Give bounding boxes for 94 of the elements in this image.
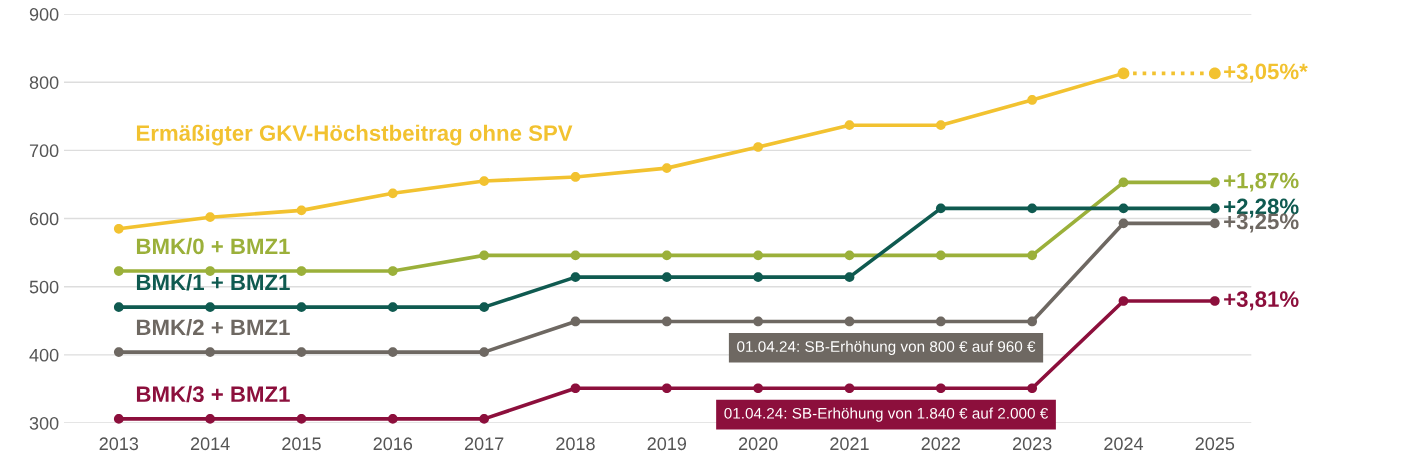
point xyxy=(205,302,215,313)
point xyxy=(205,414,215,424)
y-tick-label: 900 xyxy=(29,8,59,21)
point xyxy=(1209,203,1220,214)
point xyxy=(296,302,307,313)
point xyxy=(1208,67,1221,80)
point xyxy=(387,188,398,199)
point xyxy=(661,250,672,261)
y-tick-label: 500 xyxy=(29,280,59,294)
x-tick-label: 2013 xyxy=(99,437,139,451)
series-label: BMK/1 + BMZ1 xyxy=(136,273,290,291)
point xyxy=(935,120,946,131)
point xyxy=(570,316,581,327)
point xyxy=(1209,218,1220,229)
point xyxy=(1118,296,1129,306)
x-tick-label: 2014 xyxy=(190,437,230,451)
x-tick-label: 2015 xyxy=(282,437,321,451)
point xyxy=(479,176,489,186)
point xyxy=(296,266,307,276)
series-label: BMK/3 + BMZ1 xyxy=(136,385,290,403)
point xyxy=(753,272,764,283)
series-label: BMK/0 + BMZ1 xyxy=(136,237,290,255)
x-tick-label: 2020 xyxy=(738,437,778,451)
point xyxy=(844,316,855,327)
x-tick-label: 2018 xyxy=(556,437,595,451)
x-tick-label: 2025 xyxy=(1195,437,1235,451)
point xyxy=(935,383,946,394)
point xyxy=(1027,250,1038,261)
annotation: +3,05%* xyxy=(1224,63,1308,83)
point xyxy=(205,347,215,357)
point xyxy=(205,266,215,276)
point xyxy=(1209,296,1220,306)
point xyxy=(113,302,124,313)
point xyxy=(1118,203,1129,214)
point xyxy=(935,316,946,327)
y-tick-label: 600 xyxy=(29,212,59,226)
point xyxy=(570,250,581,261)
point xyxy=(296,414,307,424)
y-tick-label: 700 xyxy=(29,144,59,158)
x-tick-label: 2017 xyxy=(464,437,504,451)
annotation: +3,81% xyxy=(1224,291,1299,311)
point xyxy=(113,347,124,357)
annotation: 01.04.24: SB-Erhöhung von 1.840 € auf 2.000 € xyxy=(724,407,1049,422)
annotation: 01.04.24: SB-Erhöhung von 800 € auf 960 € xyxy=(737,340,1036,355)
annotation: +1,87% xyxy=(1224,172,1299,192)
point xyxy=(1118,218,1129,229)
point xyxy=(844,120,855,131)
point xyxy=(753,142,764,152)
point xyxy=(935,203,946,214)
y-tick-label: 800 xyxy=(29,76,59,89)
point xyxy=(479,347,489,357)
point xyxy=(753,250,764,261)
point xyxy=(661,316,672,327)
point xyxy=(1027,316,1038,327)
point xyxy=(844,272,855,283)
point xyxy=(296,205,307,216)
x-tick-label: 2016 xyxy=(373,437,413,451)
point xyxy=(661,163,672,173)
point xyxy=(570,272,581,283)
point xyxy=(479,414,489,424)
point xyxy=(661,272,672,283)
point xyxy=(113,414,124,424)
point xyxy=(479,302,489,313)
x-tick-label: 2019 xyxy=(647,437,687,451)
point xyxy=(935,250,946,261)
point xyxy=(1027,203,1038,214)
x-tick-label: 2022 xyxy=(921,437,960,451)
point xyxy=(570,172,581,182)
series-label: Ermäßigter GKV-Höchstbeitrag ohne SPV xyxy=(136,124,573,146)
point xyxy=(661,383,672,394)
x-tick-label: 2023 xyxy=(1012,437,1052,451)
y-tick-label: 300 xyxy=(29,416,59,430)
y-tick-label: 400 xyxy=(29,348,59,362)
point xyxy=(844,250,855,261)
point xyxy=(753,383,764,394)
point xyxy=(1027,95,1038,105)
point xyxy=(387,266,398,276)
point xyxy=(113,266,124,276)
series-label: BMK/2 + BMZ1 xyxy=(136,318,290,336)
point xyxy=(753,316,764,327)
point xyxy=(387,414,398,424)
point xyxy=(1209,177,1220,188)
point xyxy=(844,383,855,394)
x-tick-label: 2021 xyxy=(830,437,869,451)
point xyxy=(205,212,215,223)
point xyxy=(113,223,124,234)
point xyxy=(479,250,489,261)
point xyxy=(387,302,398,313)
point xyxy=(1027,383,1038,394)
x-tick-label: 2024 xyxy=(1104,437,1144,451)
point xyxy=(570,383,581,394)
point xyxy=(387,347,398,357)
point xyxy=(1118,177,1129,188)
point xyxy=(296,347,307,357)
